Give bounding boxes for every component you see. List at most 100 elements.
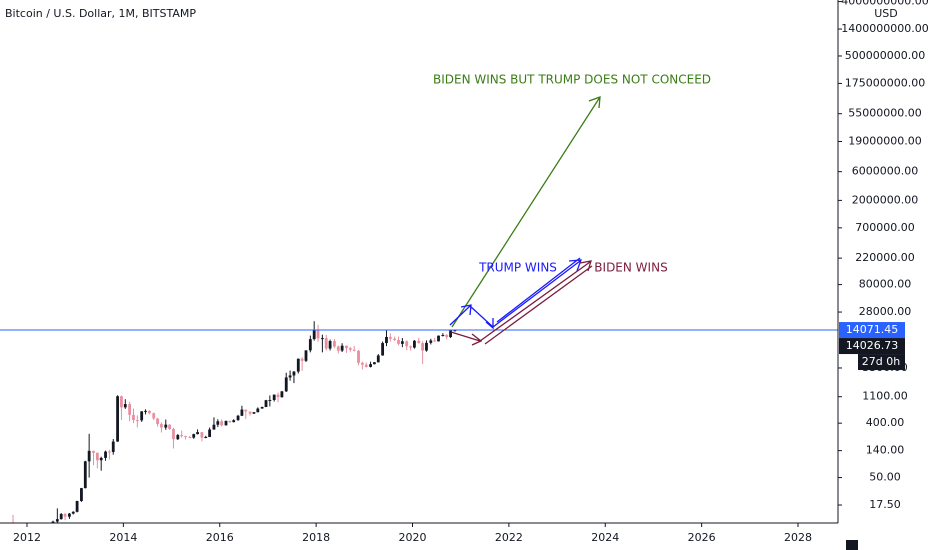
candle-body (284, 377, 288, 392)
candle-body (220, 421, 224, 426)
candle-body (288, 375, 292, 378)
candle-body (132, 414, 135, 421)
candle-body (252, 412, 256, 414)
candle-body (83, 461, 87, 489)
price-axis-background (838, 0, 932, 550)
candle-body (300, 358, 304, 361)
candle-body (276, 394, 280, 398)
candle-body (260, 407, 264, 409)
candle-body (449, 330, 452, 338)
y-tick-label: 140.00 (866, 444, 905, 457)
x-tick-label: 2016 (206, 531, 234, 544)
y-tick-label: 500000000.00 (845, 49, 925, 62)
candle-body (316, 330, 320, 339)
candle-body (357, 350, 360, 363)
y-tick-label: 4000000000.00 (841, 0, 928, 8)
candle-body (188, 436, 192, 438)
candle-body (51, 521, 55, 523)
candle-body (55, 519, 59, 522)
candle-body (393, 338, 397, 341)
annotation-arrow (450, 260, 593, 346)
annotation-arrow (449, 257, 582, 330)
x-tick-label: 2026 (688, 531, 716, 544)
candle-body (87, 450, 91, 462)
y-tick-label: 1100.00 (862, 390, 908, 403)
candle-body (445, 334, 449, 338)
candle-body (417, 340, 421, 344)
candle-body (369, 364, 372, 367)
candle-body (172, 429, 175, 440)
candles (0, 321, 838, 523)
candle-body (92, 450, 95, 453)
y-tick-label: 700000.00 (855, 221, 915, 234)
y-tick-label: 19000000.00 (848, 135, 921, 148)
candle-body (236, 415, 240, 421)
candle-body (200, 432, 204, 438)
candle-body (256, 408, 260, 413)
candle-body (272, 394, 276, 401)
y-tick-label: 1400000000.00 (841, 22, 928, 35)
annotation-text: BIDEN WINS (594, 261, 667, 275)
candle-body (360, 362, 364, 365)
y-tick-label: 28000.00 (859, 305, 912, 318)
candle-body (296, 358, 300, 372)
last-price-box (839, 338, 905, 355)
x-tick-label: 2020 (398, 531, 426, 544)
candle-body (208, 429, 212, 437)
candle-body (308, 339, 312, 351)
candle-body (421, 343, 425, 351)
y-tick-label: 220000.00 (855, 251, 915, 264)
candle-body (437, 335, 440, 342)
candle-body (196, 432, 199, 435)
candle-body (381, 343, 385, 356)
corner-button[interactable] (846, 540, 858, 550)
x-tick-label: 2024 (591, 531, 619, 544)
candle-body (212, 424, 216, 430)
candle-body (409, 346, 412, 348)
candle-body (352, 349, 356, 351)
candle-body (111, 441, 115, 452)
candle-body (364, 364, 368, 367)
candle-body (204, 436, 208, 438)
y-tick-label: 17.50 (869, 498, 901, 511)
candle-body (232, 420, 236, 423)
candle-body (385, 336, 388, 344)
y-tick-label: 175000000.00 (845, 76, 925, 89)
candle-body (147, 410, 151, 414)
candle-body (184, 436, 187, 438)
candle-body (425, 342, 428, 351)
candle-body (413, 340, 416, 348)
candle-body (376, 355, 380, 363)
candle-body (216, 421, 220, 425)
candle-body (99, 457, 103, 461)
countdown-box (858, 354, 905, 371)
candle-body (63, 514, 67, 517)
candle-body (280, 391, 284, 398)
candle-body (340, 345, 344, 351)
annotation-arrow (451, 96, 601, 328)
candle-body (397, 340, 400, 344)
x-tick-label: 2022 (495, 531, 523, 544)
candle-body (244, 409, 248, 412)
candle-body (264, 400, 268, 408)
candle-body (192, 434, 196, 438)
candle-body (320, 338, 324, 340)
candle-body (59, 514, 63, 520)
candle-body (160, 424, 163, 428)
last-price-label: 14026.73 (846, 339, 899, 352)
annotation-text: BIDEN WINS BUT TRUMP DOES NOT CONCEED (433, 73, 711, 87)
candle-body (429, 340, 433, 343)
candle-body (228, 420, 232, 423)
candle-body (304, 350, 308, 361)
candle-body (75, 501, 79, 512)
y-tick-label: 400.00 (866, 416, 905, 429)
x-tick-label: 2018 (302, 531, 330, 544)
candle-body (156, 418, 159, 425)
x-tick-label: 2028 (784, 531, 812, 544)
candle-body (453, 330, 457, 332)
candle-body (312, 330, 316, 340)
chart-title: Bitcoin / U.S. Dollar, 1M, BITSTAMP (5, 7, 196, 20)
candle-body (328, 341, 332, 349)
candle-body (345, 345, 348, 349)
